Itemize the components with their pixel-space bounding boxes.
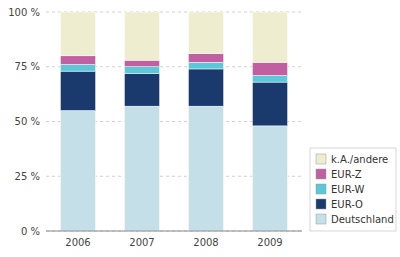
bar: [188, 54, 223, 63]
legend-swatch: [316, 184, 326, 194]
x-tick-label: 2006: [65, 237, 90, 248]
bar: [60, 65, 95, 72]
x-tick-label: 2008: [193, 237, 218, 248]
bar: [188, 69, 223, 106]
legend-frame: [310, 148, 396, 231]
bar: [124, 67, 159, 74]
bar: [252, 76, 287, 83]
y-tick-label: 0 %: [21, 226, 40, 237]
y-tick-label: 25 %: [15, 171, 40, 182]
bars: [60, 12, 287, 231]
legend: k.A./andere EUR-Z EUR-W EUR-O Deutschland: [310, 148, 396, 231]
bar: [188, 62, 223, 69]
bar: [60, 56, 95, 65]
legend-swatch: [316, 214, 326, 224]
grid: [46, 12, 302, 231]
bar: [124, 106, 159, 231]
legend-label: k.A./andere: [331, 154, 388, 165]
bar: [124, 60, 159, 67]
x-axis-line: [46, 231, 302, 232]
bar: [124, 73, 159, 106]
legend-swatch: [316, 154, 326, 164]
bar: [252, 126, 287, 231]
legend-label: EUR-W: [331, 184, 364, 195]
legend-label: EUR-Z: [331, 169, 362, 180]
x-tick-label: 2009: [257, 237, 282, 248]
y-tick-label: 75 %: [15, 61, 40, 72]
chart: 0 % 25 % 50 % 75 % 100 % 2006 2007 2008 2009 k.A.…: [0, 0, 400, 257]
bar: [188, 106, 223, 231]
bar: [252, 62, 287, 75]
bar: [60, 71, 95, 110]
legend-swatch: [316, 199, 326, 209]
bar: [252, 12, 287, 62]
legend-swatch: [316, 169, 326, 179]
y-tick-label: 100 %: [8, 7, 40, 18]
grid-line: [46, 231, 302, 232]
legend-label: EUR-O: [331, 199, 363, 210]
bar: [60, 12, 95, 56]
bar: [60, 111, 95, 231]
legend-label: Deutschland: [331, 214, 394, 225]
y-tick-label: 50 %: [15, 116, 40, 127]
x-tick-label: 2007: [129, 237, 154, 248]
chart-container: 0 % 25 % 50 % 75 % 100 % 2006 2007 2008 2009 k.A.…: [0, 0, 400, 257]
bar: [252, 82, 287, 126]
bar: [188, 12, 223, 54]
bar: [124, 12, 159, 60]
